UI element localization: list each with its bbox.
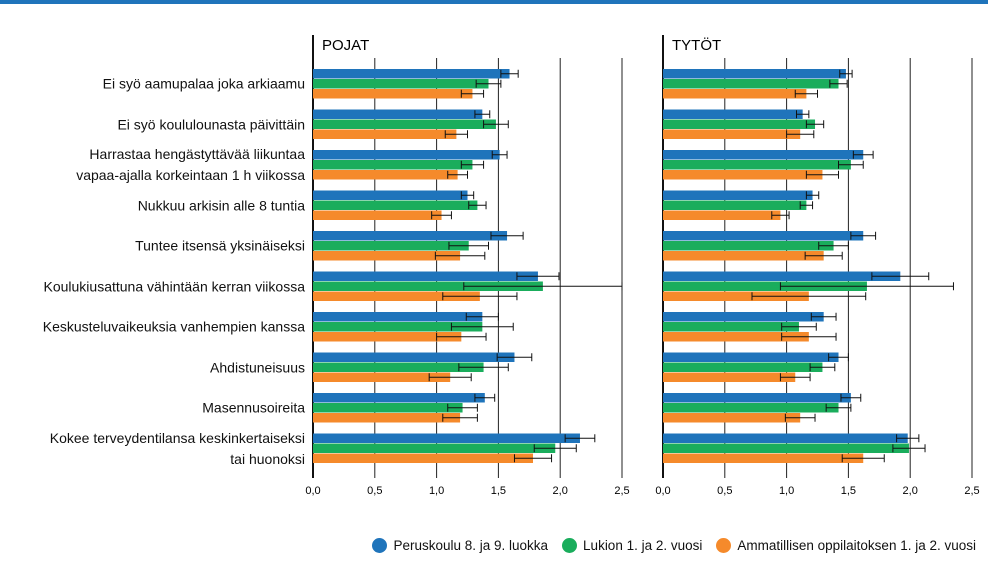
bar (313, 69, 510, 79)
category-label: Ei syö aamupalaa joka arkiaamu (102, 75, 305, 92)
category-label: Masennusoireita (202, 399, 305, 416)
legend-swatch (716, 538, 732, 553)
bar (663, 393, 851, 403)
bar (313, 413, 461, 423)
bar (313, 433, 580, 443)
bar (313, 271, 538, 281)
bar (313, 332, 462, 342)
bar (663, 453, 864, 463)
legend-label: Ammatillisen oppilaitoksen 1. ja 2. vuos… (737, 538, 976, 553)
bar (663, 119, 816, 129)
bar (663, 170, 823, 180)
bar (313, 362, 484, 372)
x-tick-label: 1,0 (779, 485, 794, 497)
bar (313, 231, 508, 241)
x-tick-label: 0,5 (717, 485, 732, 497)
bar (663, 69, 846, 79)
legend-swatch (372, 538, 388, 553)
bar (663, 231, 864, 241)
bar (313, 403, 463, 413)
bar (313, 89, 473, 99)
legend-label: Lukion 1. ja 2. vuosi (583, 538, 703, 553)
category-label: Ahdistuneisuus (210, 359, 305, 375)
bar (313, 453, 534, 463)
panel-title: POJAT (322, 37, 369, 54)
x-tick-label: 2,0 (553, 485, 568, 497)
x-tick-label: 1,5 (491, 485, 506, 497)
bar (663, 129, 801, 139)
bar (663, 372, 796, 382)
bar (663, 150, 864, 160)
bar (663, 403, 839, 413)
bar (313, 200, 478, 210)
bar (663, 332, 809, 342)
bar (663, 271, 901, 281)
bar (663, 413, 801, 423)
bar (663, 322, 799, 332)
x-tick-label: 1,5 (841, 485, 856, 497)
bar (663, 109, 803, 119)
bar (663, 79, 839, 89)
bar (313, 160, 473, 170)
bar (663, 281, 867, 291)
bar (313, 443, 556, 453)
bar (313, 170, 458, 180)
bar (313, 129, 457, 139)
category-label: Kokee terveydentilansa keskinkertaiseksi… (49, 429, 305, 467)
bar (663, 190, 813, 200)
bar (313, 210, 442, 220)
bar (313, 393, 485, 403)
category-label: Harrastaa hengästyttävää liikuntaa vapaa… (76, 146, 305, 183)
legend-item: Peruskoulu 8. ja 9. luokka (372, 538, 548, 553)
bar (313, 241, 469, 251)
bar (663, 251, 824, 261)
category-label: Koulukiusattuna vähintään kerran viikoss… (43, 278, 306, 294)
x-tick-label: 0,0 (305, 485, 320, 497)
x-tick-label: 0,0 (655, 485, 670, 497)
bar (313, 291, 480, 301)
bar (313, 322, 483, 332)
bar (313, 190, 468, 200)
panel-title: TYTÖT (672, 36, 721, 54)
bar (663, 291, 809, 301)
x-tick-label: 2,5 (614, 485, 629, 497)
bar (663, 210, 781, 220)
category-label: Nukkuu arkisin alle 8 tuntia (137, 197, 305, 213)
x-tick-label: 2,5 (964, 485, 979, 497)
bar (663, 352, 839, 362)
bar (313, 372, 451, 382)
category-label: Tuntee itsensä yksinäiseksi (135, 237, 305, 254)
legend-label: Peruskoulu 8. ja 9. luokka (393, 538, 549, 553)
x-tick-label: 0,5 (367, 485, 382, 497)
bar (313, 281, 543, 291)
bar (663, 433, 908, 443)
legend-item: Ammatillisen oppilaitoksen 1. ja 2. vuos… (716, 538, 976, 553)
x-tick-label: 2,0 (903, 485, 918, 497)
top-bar (0, 0, 988, 4)
bar (663, 89, 807, 99)
bar (313, 150, 500, 160)
bar (663, 362, 823, 372)
legend-item: Lukion 1. ja 2. vuosi (562, 538, 702, 553)
bar (663, 443, 909, 453)
bar (663, 312, 824, 322)
bar (313, 79, 489, 89)
bar (313, 251, 461, 261)
bar (663, 241, 834, 251)
x-tick-label: 1,0 (429, 485, 444, 497)
bar (313, 109, 483, 119)
category-label: Ei syö koululounasta päivittäin (117, 116, 305, 132)
legend-swatch (562, 538, 578, 553)
bar (663, 160, 851, 170)
bar (663, 200, 807, 210)
bar (313, 312, 483, 322)
category-label: Keskusteluvaikeuksia vanhempien kanssa (42, 318, 305, 335)
bar (313, 119, 496, 129)
legend: Peruskoulu 8. ja 9. luokka Lukion 1. ja 2… (372, 538, 976, 553)
bar (313, 352, 515, 362)
